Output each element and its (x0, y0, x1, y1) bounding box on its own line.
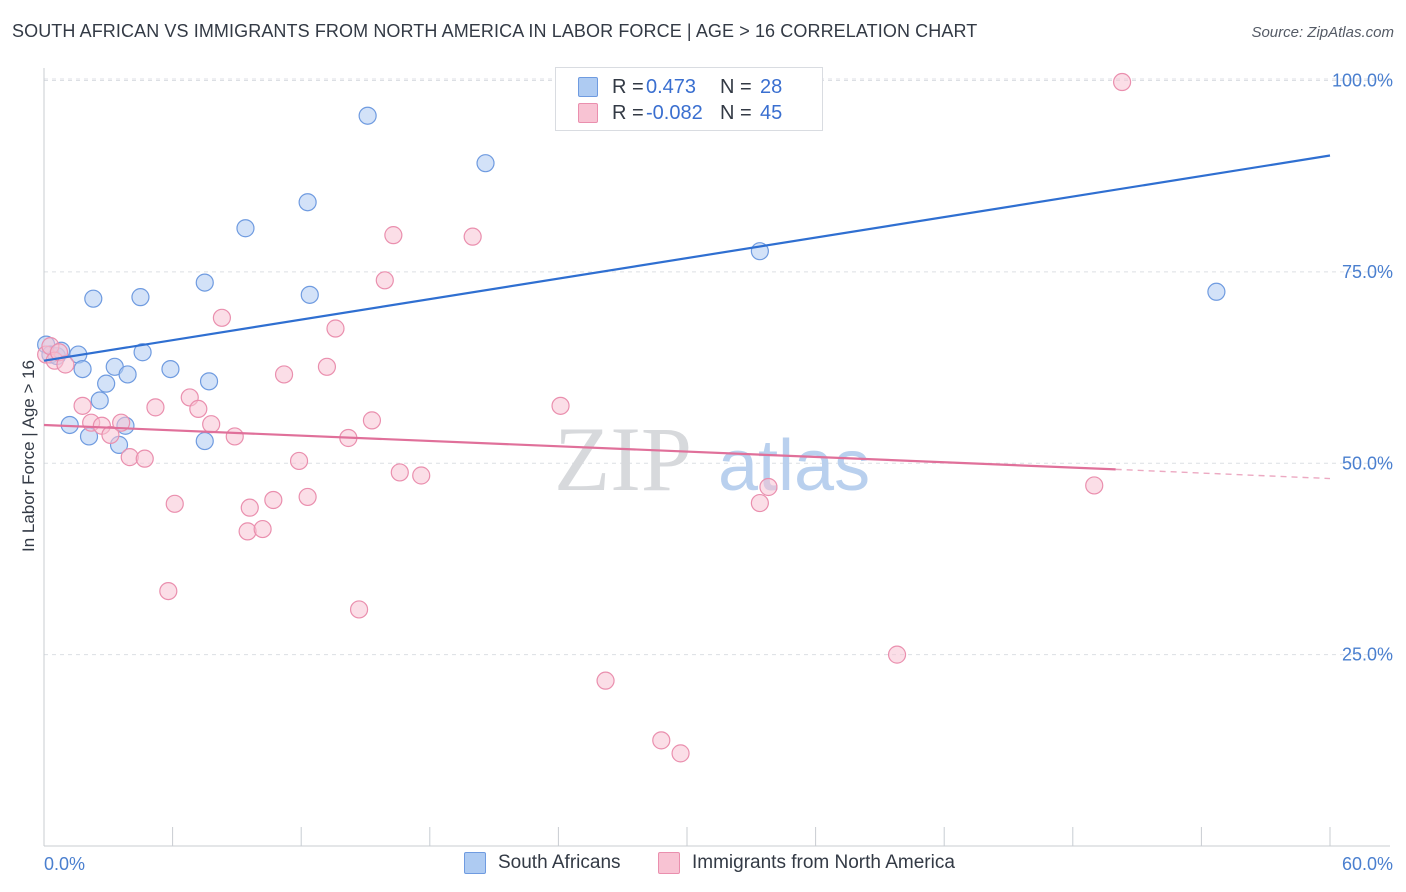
immigrants-trendline-extension (1115, 468, 1331, 480)
immigrants-point (289, 451, 309, 471)
r-value: 0.473 (646, 75, 697, 98)
south-africans-legend-swatch (464, 852, 486, 874)
south-africans-point (131, 288, 150, 307)
south-africans-point (199, 372, 219, 391)
r-label: R = (612, 101, 644, 124)
y-tick-label: 100.0% (1332, 71, 1393, 91)
immigrants-point (349, 600, 369, 619)
legend-item-south-africans: South Africans (464, 852, 621, 874)
immigrants-point (238, 522, 257, 541)
watermark-zip: ZIP (554, 408, 692, 510)
legend-item-immigrants: Immigrants from North America (658, 852, 955, 874)
south-africans-point (97, 374, 116, 393)
stats-row-immigrants: R = -0.082 N = 45 (578, 101, 782, 125)
immigrants-point (759, 477, 778, 497)
south-africans-point (298, 193, 317, 212)
south-africans-point (1207, 282, 1226, 301)
immigrants-point (189, 399, 208, 418)
n-label: N = (720, 75, 752, 98)
south-africans-swatch (578, 77, 598, 97)
immigrants-point (202, 415, 221, 434)
immigrants-point (212, 308, 231, 327)
axes: 25.0% 50.0% 75.0% 100.0% 0.0% 60.0% (43, 68, 1393, 874)
immigrants-point (671, 744, 690, 763)
n-label: N = (720, 101, 752, 124)
south-africans-point (236, 219, 255, 238)
immigrants-point (159, 581, 178, 601)
y-tick-label: 75.0% (1342, 262, 1393, 282)
immigrants-point (412, 466, 431, 485)
immigrants-point (253, 519, 272, 539)
y-tick-label: 25.0% (1342, 645, 1393, 665)
immigrants-swatch (578, 103, 598, 123)
south-africans-trendline (43, 154, 1331, 362)
immigrants-point (326, 319, 345, 338)
watermark-atlas: atlas (718, 426, 870, 506)
south-africans-point (133, 343, 152, 362)
immigrants-point (1085, 476, 1104, 495)
immigrants-trendline (43, 423, 1116, 471)
south-africans-point (195, 431, 214, 451)
grid-lines (44, 78, 1390, 656)
trend-lines (43, 154, 1331, 480)
r-value: -0.082 (646, 101, 703, 124)
immigrants-point (73, 396, 92, 415)
legend-label-south-africans: South Africans (498, 852, 621, 873)
immigrants-point (146, 398, 165, 417)
x-tick-label: 60.0% (1342, 854, 1393, 874)
south-africans-point (73, 359, 92, 379)
south-africans-point (90, 391, 109, 410)
south-africans-point (358, 106, 377, 125)
south-africans-point (476, 154, 495, 173)
immigrants-point (56, 355, 75, 374)
y-tick-label: 50.0% (1342, 453, 1393, 473)
immigrants-point (887, 645, 907, 664)
immigrants-point (165, 494, 184, 513)
south-africans-point (300, 285, 319, 304)
south-africans-point (195, 273, 214, 292)
immigrants-point (362, 411, 382, 430)
immigrants-point (1112, 72, 1132, 92)
n-value: 45 (760, 101, 783, 124)
series-legend: South Africans Immigrants from North Ame… (0, 852, 1406, 878)
immigrants-legend-swatch (658, 852, 680, 874)
x-tick-label: 0.0% (44, 854, 85, 874)
immigrants-point (317, 357, 337, 376)
chart-title: SOUTH AFRICAN VS IMMIGRANTS FROM NORTH A… (12, 21, 978, 41)
r-label: R = (612, 75, 644, 98)
immigrants-point (274, 365, 294, 384)
immigrants-point (225, 427, 244, 446)
immigrants-point (101, 425, 120, 445)
stats-row-south-africans: R = 0.473 N = 28 (578, 75, 782, 99)
legend-label-immigrants: Immigrants from North America (692, 852, 955, 873)
immigrants-point (240, 498, 259, 517)
watermark: ZIP atlas (554, 408, 870, 510)
immigrants-point (652, 731, 671, 750)
south-africans-point (84, 289, 103, 308)
immigrants-point (298, 487, 317, 507)
immigrants-point (750, 493, 769, 513)
source-credit: Source: ZipAtlas.com (1251, 24, 1394, 41)
south-africans-point (118, 365, 137, 384)
south-africans-point (161, 359, 180, 379)
stats-legend: R = 0.473 N = 28 R = -0.082 N = 45 (555, 67, 823, 131)
n-value: 28 (760, 75, 783, 98)
immigrants-point (120, 448, 139, 467)
immigrants-point (551, 396, 570, 415)
immigrants-point (375, 271, 394, 290)
immigrants-point (264, 490, 283, 510)
immigrants-point (596, 671, 615, 690)
y-axis-label: In Labor Force | Age > 16 (19, 360, 38, 552)
immigrants-point (463, 227, 482, 246)
immigrants-point (384, 226, 403, 245)
immigrants-point (135, 449, 154, 468)
immigrants-point (390, 463, 409, 482)
